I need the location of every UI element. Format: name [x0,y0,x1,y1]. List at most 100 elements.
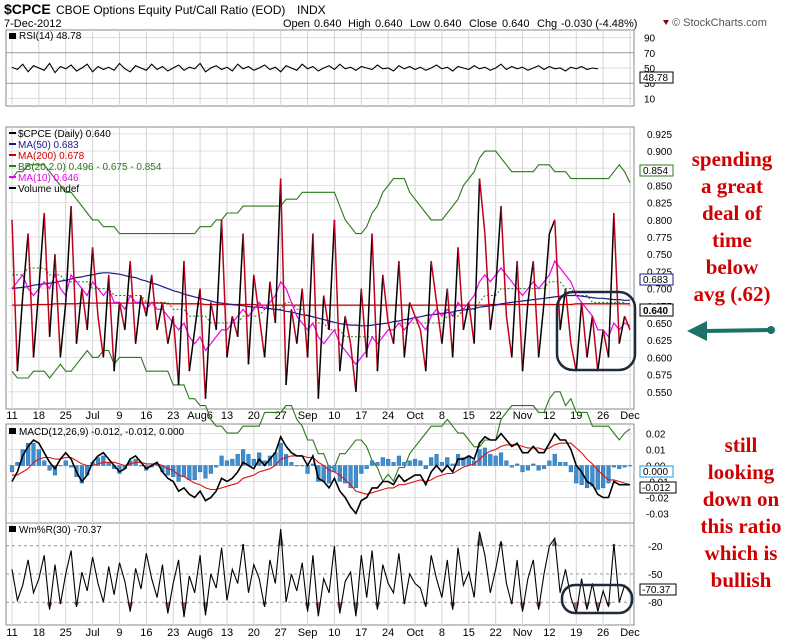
price-segment [247,274,255,365]
price-segment [193,288,201,330]
price-segment [580,302,588,358]
price-y-tick-label: 0.925 [647,130,672,141]
macd-histogram-bar [461,457,466,466]
price-segment [365,233,373,358]
x-tick-label: 9 [116,627,122,639]
macd-histogram-bar [622,465,627,468]
macd-signal-line [12,442,631,495]
macd-histogram-bar [52,465,58,476]
macd-histogram-bar [391,462,396,466]
price-segment [38,212,45,289]
chg-label: Chg [537,18,557,30]
chart-symbol: $CPCE [4,1,51,17]
macd-histogram-bar [343,465,348,484]
x-tick-label: 16 [140,410,152,422]
watermark: © StockCharts.com [672,17,767,29]
price-segment [441,288,449,344]
price-y-tick-label: 0.750 [647,250,672,261]
rsi-y-tick-label: 30 [644,79,656,90]
price-y-tick-label: 0.850 [647,181,672,192]
annotation-top-line: below [706,255,759,279]
macd-histogram-bar [321,465,326,482]
ma50-tag: 0.683 [643,275,668,286]
ma50-line [11,272,630,327]
macd-histogram-bar [568,465,573,473]
macd-legend-swatch [9,428,16,434]
price-segment [376,274,384,372]
price-segment [419,329,427,372]
macd-histogram-bar [165,465,170,476]
y-axis-labels: 90705030100.9250.9000.8750.8500.8250.800… [644,34,672,610]
x-tick-label: 8 [439,627,445,639]
price-segment [403,302,411,358]
price-segment [339,316,346,372]
x-tick-label: 8 [439,410,445,422]
arrow-icon [687,321,775,341]
price-segment [167,316,174,344]
price-segment [489,288,497,330]
x-tick-label: 15 [463,410,475,422]
macd-y-tick-label: 0.02 [646,430,666,441]
annotation-top-line: a great [701,174,763,198]
x-tick-label: Oct [406,627,423,639]
x-tick-label: 17 [355,627,367,639]
macd-histogram-bar [412,458,418,466]
macd-histogram-bar [450,463,455,466]
macd-histogram-bar [418,460,423,466]
x-tick-label: 10 [328,627,340,639]
macd-histogram-bar [353,465,359,489]
williams-tag-box [639,583,677,596]
macd-histogram-bar [584,465,590,489]
annotation-bottom: still looking down on this ratio which i… [700,433,781,592]
williams-legend-text: Wm%R(30) -70.37 [19,525,102,536]
macd-histogram-bar [627,465,633,467]
x-tick-label: 22 [490,627,502,639]
x-tick-label: 9 [116,410,122,422]
x-tick-label: 17 [355,410,367,422]
price-segment [511,261,518,358]
price-segment [478,178,486,234]
price-segment [457,247,465,330]
macd-histogram-bar [429,457,434,466]
macd-histogram-bar [9,465,15,473]
x-tick-label: 26 [597,627,609,639]
price-segment [150,274,158,330]
ohlc-readout: Open 0.640 High 0.640 Low 0.640 Close 0.… [283,18,637,30]
rsi-y-tick-label: 90 [644,34,656,45]
macd-histogram-bar [364,465,369,469]
price-legend-swatch [9,143,16,145]
x-tick-label: 23 [167,410,179,422]
open-value: 0.640 [314,18,342,30]
macd-histogram-bar [595,465,600,490]
x-tick-label: 24 [382,627,394,639]
annotation-bottom-line: still [725,433,758,457]
bb-upper-line [11,150,631,235]
macd-histogram-bar [434,454,439,466]
annotation-bottom-line: down on [703,487,780,511]
macd-histogram-bar [504,460,509,466]
annotation-bottom-line: bullish [711,568,772,592]
williams-overbought-fill [476,531,483,546]
macd-histogram-bar [235,454,240,466]
macd-histogram-bar [58,465,63,467]
price-segment [618,316,626,344]
x-tick-label: 19 [570,627,582,639]
price-legend-entry: MA(10) 0.646 [18,173,79,184]
annotation-top-line: deal of [702,201,763,225]
rsi-layer [11,62,598,74]
price-legend-entry: $CPCE (Daily) 0.640 [18,129,111,140]
macd-histogram-bar [208,465,213,474]
price-segment [236,233,244,337]
macd-histogram-bar [326,465,332,484]
x-axis-labels: 11 11 18 18 25 25 Jul Jul 9 9 16 16 23 23 Aug6 Aug6 13 13… [6,410,640,639]
price-segment [156,302,164,331]
down-arrow-icon [663,20,669,25]
price-segment [16,295,24,372]
macd-y-tick-label: -0.02 [646,493,669,504]
macd-histogram-bar [493,455,498,466]
price-legend-entry: MA(200) 0.678 [18,151,85,162]
macd-histogram-bar [230,458,235,466]
annotation-top-line: spending [692,147,773,171]
price-segment [425,261,432,372]
